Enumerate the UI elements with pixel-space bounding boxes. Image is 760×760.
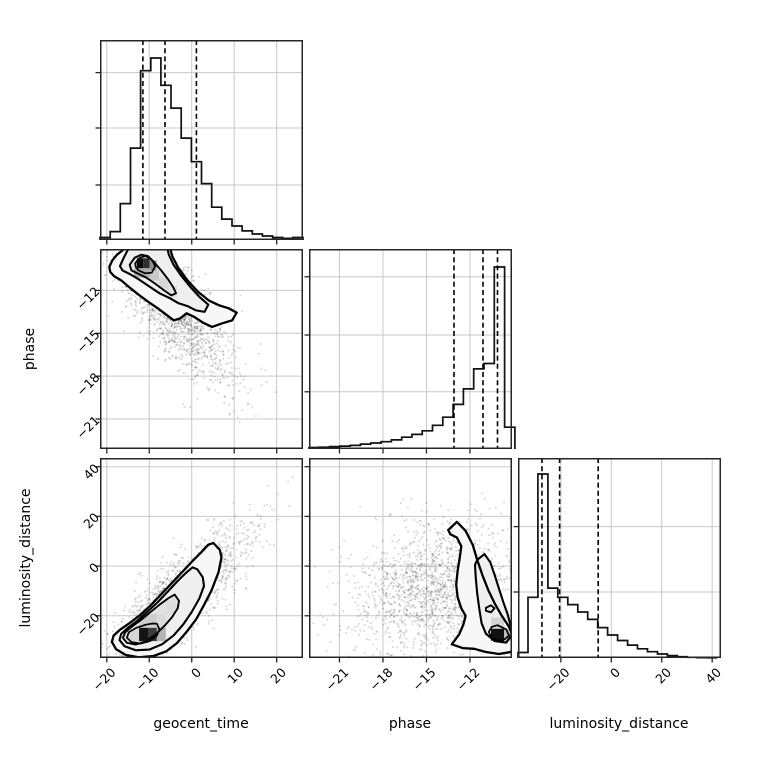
gridlines <box>309 249 512 449</box>
panel-frame <box>100 458 303 658</box>
contour-lines <box>110 541 223 658</box>
density-cells <box>134 258 177 298</box>
y-axis-title-luminosity-distance: luminosity_distance <box>18 488 34 628</box>
panel-luminosity-distance-hist <box>513 458 721 663</box>
histogram-outline <box>99 57 304 240</box>
axis-ticks <box>95 71 278 245</box>
axis-ticks <box>95 466 278 663</box>
axis-ticks <box>95 289 278 454</box>
panel-frame <box>309 458 512 658</box>
quantile-lines <box>541 458 599 658</box>
axis-ticks <box>513 525 713 663</box>
panel-geocent-time-vs-luminosity-distance <box>95 458 303 663</box>
quantile-lines <box>453 249 499 449</box>
panel-frame <box>100 249 303 449</box>
panel-geocent-time-vs-phase <box>95 249 303 454</box>
panel-phase-hist <box>304 249 516 454</box>
x-axis-title-luminosity-distance: luminosity_distance <box>549 716 689 732</box>
panel-frame <box>518 458 721 658</box>
contour-lines <box>108 249 238 329</box>
axis-ticks <box>304 276 471 454</box>
panel-frame <box>309 249 512 449</box>
gridlines <box>100 40 303 240</box>
contour-lines <box>447 520 512 656</box>
x-axis-title-geocent-time: geocent_time <box>153 716 249 732</box>
axis-ticks <box>304 466 471 663</box>
panel-frame <box>100 40 303 240</box>
panel-geocent-time-hist <box>95 40 304 245</box>
y-axis-title-phase: phase <box>22 327 38 371</box>
gridlines <box>518 458 721 658</box>
quantile-lines <box>142 40 198 240</box>
panel-phase-vs-luminosity-distance <box>304 458 512 663</box>
histogram-outline <box>308 266 516 449</box>
x-axis-title-phase: phase <box>388 716 432 732</box>
histogram-outline <box>517 473 719 659</box>
